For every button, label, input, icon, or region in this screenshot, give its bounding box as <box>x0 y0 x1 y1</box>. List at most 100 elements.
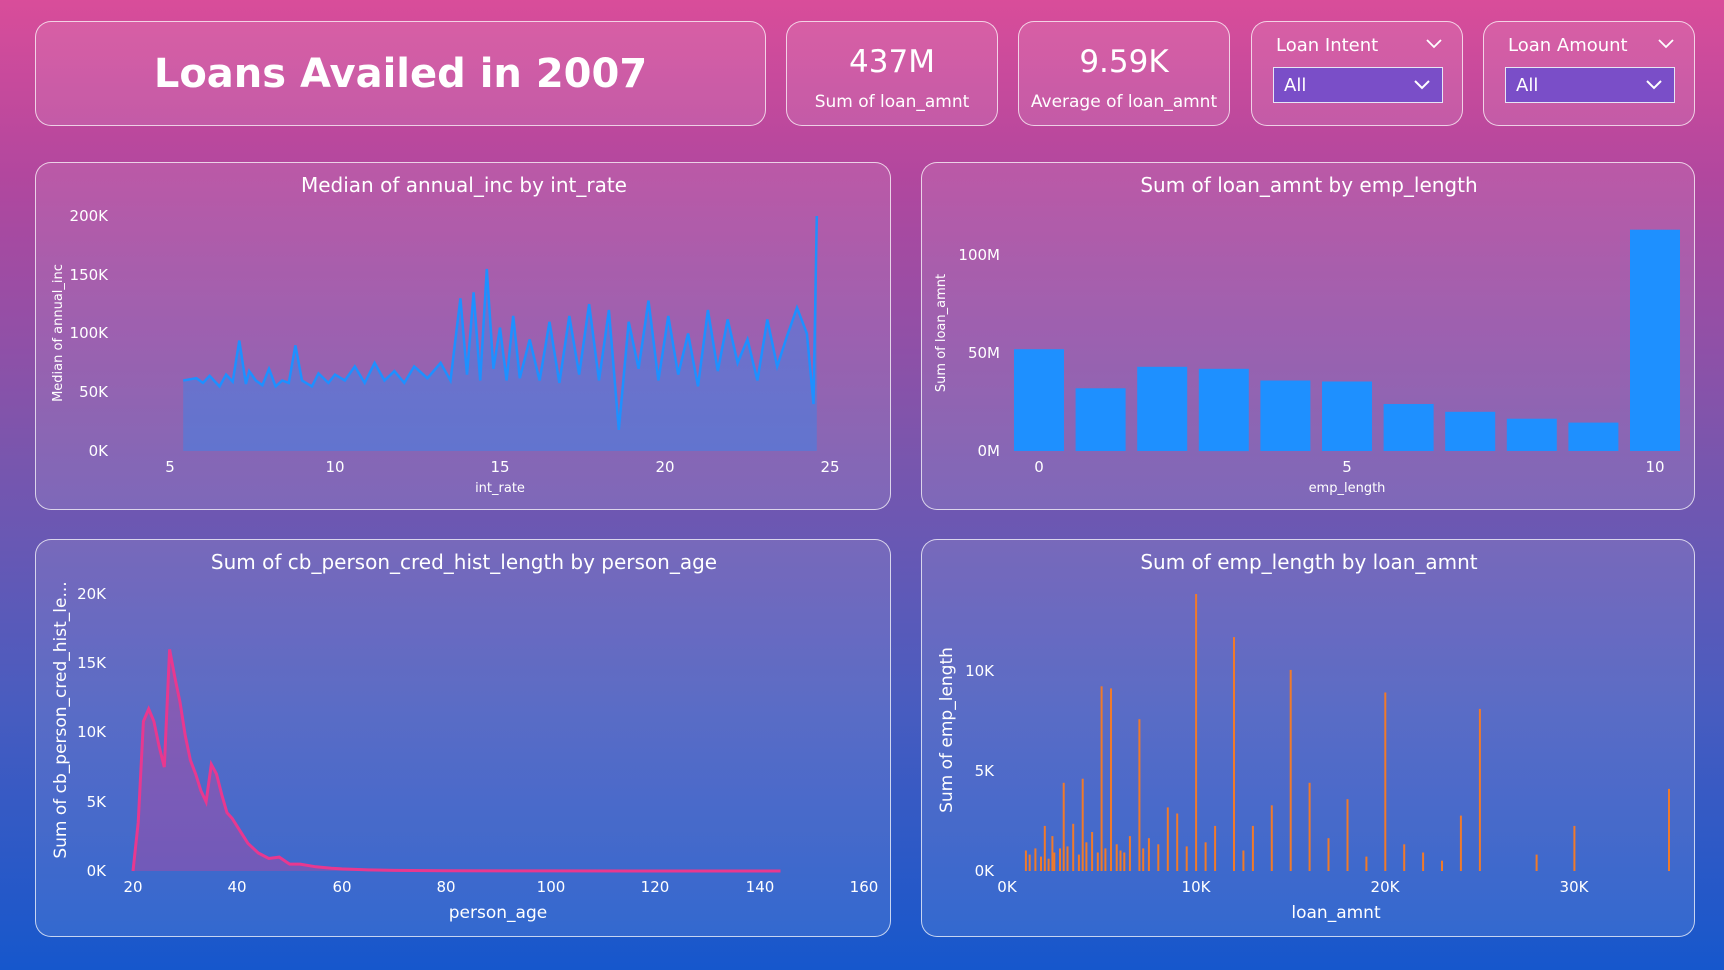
bar <box>1077 854 1080 871</box>
bar <box>1327 838 1330 871</box>
y-tick-label: 100K <box>70 324 110 342</box>
bar <box>1091 832 1094 871</box>
loan-intent-dropdown[interactable]: All <box>1273 67 1443 103</box>
bar <box>1346 799 1349 871</box>
x-tick-label: 120 <box>641 878 670 896</box>
x-tick-label: 25 <box>820 458 839 476</box>
kpi-label: Average of loan_amnt <box>1030 92 1218 112</box>
chart-title: Sum of cb_person_cred_hist_length by per… <box>211 550 717 574</box>
y-axis-label: Sum of emp_length <box>937 647 957 813</box>
x-axis-label: emp_length <box>1309 481 1386 496</box>
bar <box>1075 388 1126 451</box>
bar <box>1123 852 1126 871</box>
loan-amount-dropdown[interactable]: All <box>1505 67 1675 103</box>
bar <box>1668 788 1670 871</box>
bar <box>1214 825 1217 871</box>
chevron-down-icon[interactable] <box>1656 36 1676 50</box>
dropdown-value: All <box>1516 75 1539 96</box>
bar <box>1053 852 1056 871</box>
bar <box>1478 708 1481 871</box>
bar <box>1034 848 1037 871</box>
bar <box>1138 719 1141 871</box>
bar <box>1059 848 1061 871</box>
x-tick-label: 10K <box>1182 878 1212 896</box>
bar <box>1062 782 1065 871</box>
x-tick-label: 0 <box>1034 458 1044 476</box>
x-tick-label: 40 <box>227 878 246 896</box>
x-axis-label: int_rate <box>475 481 525 496</box>
slicer-loan-intent: Loan Intent All <box>1251 21 1463 126</box>
x-tick-label: 100 <box>537 878 566 896</box>
bar <box>1195 594 1198 871</box>
x-tick-label: 5 <box>1342 458 1352 476</box>
page-title: Loans Availed in 2007 <box>153 50 648 97</box>
chevron-down-icon <box>1414 80 1430 90</box>
bar <box>1365 856 1368 871</box>
chart-cred-hist: Sum of cb_person_cred_hist_length by per… <box>51 550 878 923</box>
x-tick-label: 5 <box>165 458 175 476</box>
bar <box>1204 842 1207 871</box>
bar <box>1422 852 1425 871</box>
chevron-down-icon[interactable] <box>1424 36 1444 50</box>
bar <box>1081 778 1084 871</box>
bar <box>1085 842 1088 871</box>
chevron-down-icon <box>1646 80 1662 90</box>
bar <box>1506 418 1557 451</box>
chart-emp-length-panel: Sum of emp_length by loan_amnt 10K 5K 0K… <box>921 539 1695 937</box>
series-line <box>182 215 819 431</box>
bar <box>1072 823 1075 871</box>
kpi-label: Sum of loan_amnt <box>814 92 970 112</box>
y-tick-label: 0K <box>89 442 110 460</box>
bar <box>1630 229 1680 451</box>
chart-emp-length: Sum of emp_length by loan_amnt 10K 5K 0K… <box>937 550 1670 923</box>
x-tick-label: 30K <box>1560 878 1590 896</box>
bar <box>1289 669 1292 871</box>
y-tick-label: 20K <box>77 585 107 603</box>
chart-loan-amnt-panel: Sum of loan_amnt by emp_length 100M 50M … <box>921 162 1695 510</box>
bar <box>1251 825 1254 871</box>
slicer-label: Loan Amount <box>1508 35 1628 56</box>
kpi-card-average: 9.59K Average of loan_amnt <box>1018 21 1230 126</box>
kpi-value: 437M <box>849 44 935 80</box>
y-tick-label: 5K <box>975 762 996 780</box>
slicer-label: Loan Intent <box>1276 35 1379 56</box>
bar <box>1043 825 1046 871</box>
bar <box>1445 411 1496 451</box>
dropdown-value: All <box>1284 75 1307 96</box>
bar <box>1441 860 1443 871</box>
y-tick-label: 0K <box>87 862 108 880</box>
slicer-loan-amount: Loan Amount All <box>1483 21 1695 126</box>
kpi-value: 9.59K <box>1079 44 1169 80</box>
bar <box>1066 846 1069 871</box>
chart-title: Sum of loan_amnt by emp_length <box>1140 173 1477 197</box>
bar <box>1147 838 1150 871</box>
chart-title: Sum of emp_length by loan_amnt <box>1140 550 1477 574</box>
x-axis-label: loan_amnt <box>1291 903 1381 923</box>
bar <box>1014 349 1064 451</box>
x-tick-label: 10 <box>325 458 344 476</box>
y-tick-label: 10K <box>965 662 995 680</box>
bar <box>1040 856 1042 871</box>
series-line <box>131 649 781 873</box>
title-card: Loans Availed in 2007 <box>35 21 766 126</box>
bar <box>1270 805 1273 871</box>
bar <box>1383 404 1434 451</box>
bar <box>1535 854 1538 871</box>
bar <box>1242 850 1245 871</box>
y-axis-label: Sum of loan_amnt <box>934 274 949 392</box>
y-tick-label: 50K <box>79 383 109 401</box>
bar <box>1403 844 1406 871</box>
bar <box>1128 836 1131 871</box>
x-tick-label: 10 <box>1645 458 1664 476</box>
bar <box>1051 836 1054 871</box>
y-tick-label: 0K <box>975 862 996 880</box>
y-tick-label: 150K <box>70 266 110 284</box>
y-axis-label: Median of annual_inc <box>51 264 66 402</box>
kpi-card-sum: 437M Sum of loan_amnt <box>786 21 998 126</box>
chart-annual-inc-panel: Median of annual_inc by int_rate 200K 15… <box>35 162 891 510</box>
chart-title: Median of annual_inc by int_rate <box>301 173 627 197</box>
bar <box>1110 688 1112 871</box>
x-tick-label: 140 <box>746 878 775 896</box>
x-tick-label: 15 <box>490 458 509 476</box>
x-tick-label: 20K <box>1371 878 1401 896</box>
